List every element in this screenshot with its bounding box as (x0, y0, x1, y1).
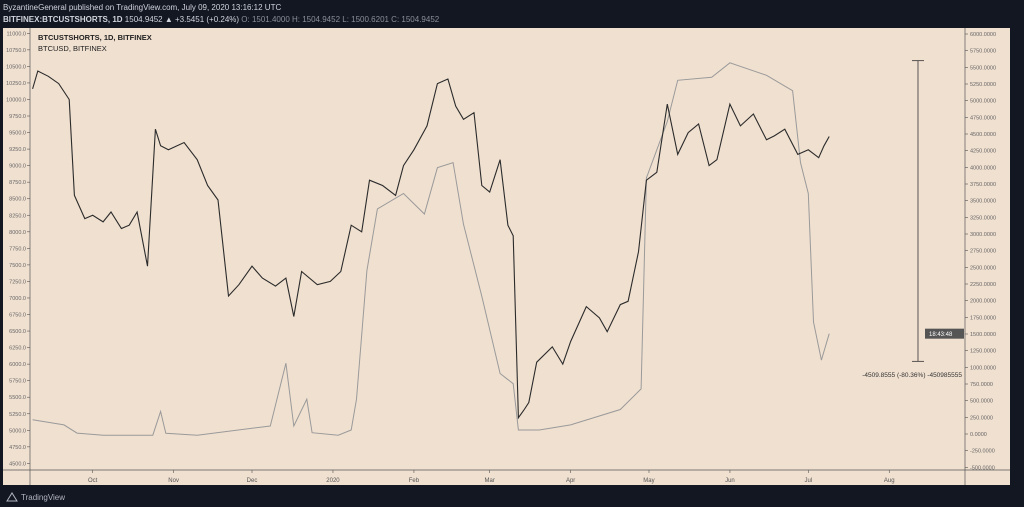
left-tick-label: 6750.0 (9, 313, 26, 319)
left-tick-label: 7750.0 (9, 246, 26, 252)
left-tick-label: 8000.0 (9, 230, 26, 236)
time-tick-label: Feb (409, 478, 420, 484)
btcustshorts-line (32, 62, 830, 436)
right-tick-label: 5000.0000 (970, 99, 996, 105)
right-tick-label: 2500.0000 (970, 265, 996, 271)
left-tick-label: 9000.0 (9, 164, 26, 170)
left-tick-label: 9250.0 (9, 147, 26, 153)
right-tick-label: 2750.0000 (970, 249, 996, 255)
ohlc-values: O: 1501.4000 H: 1504.9452 L: 1500.6201 C… (241, 15, 440, 24)
right-tick-label: 4250.0000 (970, 149, 996, 155)
left-tick-label: 10500.0 (6, 64, 26, 70)
time-tick-label: Nov (168, 478, 179, 484)
left-tick-label: 8250.0 (9, 213, 26, 219)
left-tick-label: 6250.0 (9, 346, 26, 352)
left-tick-label: 5000.0 (9, 428, 26, 434)
brand-label: TradingView (21, 492, 66, 502)
measurement-label: -4509.8555 (-80.36%) -450985555 (862, 372, 962, 379)
last-price-badge (925, 328, 964, 339)
time-tick-label: Dec (247, 478, 258, 484)
right-tick-label: 3000.0000 (970, 232, 996, 238)
right-tick-label: 0.0000 (970, 432, 987, 438)
time-tick-label: May (643, 478, 654, 484)
last-price: 1504.9452 (124, 15, 163, 24)
left-tick-label: 8750.0 (9, 180, 26, 186)
chart-background (3, 28, 1010, 485)
left-tick-label: 7250.0 (9, 279, 26, 285)
tradingview-logo[interactable]: TradingView (6, 492, 65, 502)
right-tick-label: 1250.0000 (970, 349, 996, 355)
left-tick-label: 6000.0 (9, 362, 26, 368)
right-tick-label: 4000.0000 (970, 165, 996, 171)
right-tick-label: 3750.0000 (970, 182, 996, 188)
left-tick-label: 10250.0 (6, 81, 26, 87)
left-tick-label: 4750.0 (9, 445, 26, 451)
right-tick-label: 250.0000 (970, 415, 993, 421)
time-tick-label: Aug (884, 478, 895, 484)
price-change: ▲ +3.5451 (+0.24%) (164, 15, 240, 24)
right-tick-label: 6000.0000 (970, 32, 996, 38)
time-tick-label: Mar (484, 478, 494, 484)
right-tick-label: 3500.0000 (970, 199, 996, 205)
publisher-line: ByzantineGeneral published on TradingVie… (3, 3, 282, 12)
left-tick-label: 10750.0 (6, 48, 26, 54)
right-tick-label: 750.0000 (970, 382, 993, 388)
right-tick-label: 5750.0000 (970, 49, 996, 55)
right-tick-label: -500.0000 (970, 465, 995, 471)
time-tick-label: Jun (725, 478, 735, 484)
right-tick-label: 2000.0000 (970, 299, 996, 305)
time-tick-label: Apr (566, 478, 575, 484)
right-tick-label: 5250.0000 (970, 82, 996, 88)
legend-entry-shorts[interactable]: BTCUSTSHORTS, 1D, BITFINEX (38, 33, 152, 42)
left-tick-label: 10000.0 (6, 97, 26, 103)
tradingview-icon (6, 492, 18, 502)
btcusd-line (32, 70, 830, 420)
right-tick-label: 2250.0000 (970, 282, 996, 288)
legend: BTCUSTSHORTS, 1D, BITFINEX BTCUSD, BITFI… (38, 33, 152, 55)
right-tick-label: 1000.0000 (970, 365, 996, 371)
left-tick-label: 4500.0 (9, 461, 26, 467)
time-tick-label: Jul (804, 478, 812, 484)
left-tick-label: 6500.0 (9, 329, 26, 335)
right-tick-label: 1500.0000 (970, 332, 996, 338)
left-tick-label: 9750.0 (9, 114, 26, 120)
left-tick-label: 7000.0 (9, 296, 26, 302)
right-tick-label: 1750.0000 (970, 315, 996, 321)
left-tick-label: 5250.0 (9, 412, 26, 418)
chart[interactable]: 11000.0 10750.0 10500.0 10250.0 10000.0 9750.… (0, 28, 1024, 490)
last-price-label: 18:43:48 (929, 332, 953, 338)
left-tick-label: 5500.0 (9, 395, 26, 401)
symbol-info: BITFINEX:BTCUSTSHORTS, 1D 1504.9452 ▲ +3… (3, 15, 439, 24)
left-tick-label: 5750.0 (9, 379, 26, 385)
symbol-name: BITFINEX:BTCUSTSHORTS, 1D (3, 15, 123, 24)
right-tick-label: 4750.0000 (970, 115, 996, 121)
right-tick-label: 500.0000 (970, 399, 993, 405)
left-tick-label: 11000.0 (7, 31, 26, 37)
left-tick-label: 8500.0 (9, 197, 26, 203)
time-tick-label: Oct (88, 478, 98, 484)
right-tick-label: 3250.0000 (970, 215, 996, 221)
time-tick-label: 2020 (326, 478, 340, 484)
right-tick-label: 4500.0000 (970, 132, 996, 138)
legend-entry-btcusd[interactable]: BTCUSD, BITFINEX (38, 44, 107, 53)
right-tick-label: 5500.0000 (970, 65, 996, 71)
left-tick-label: 9500.0 (9, 131, 26, 137)
right-tick-label: -250.0000 (970, 449, 995, 455)
left-tick-label: 7500.0 (9, 263, 26, 269)
